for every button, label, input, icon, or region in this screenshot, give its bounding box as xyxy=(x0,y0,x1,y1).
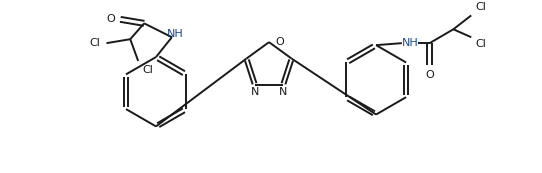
Text: O: O xyxy=(107,14,115,24)
Text: Cl: Cl xyxy=(89,38,100,48)
Text: NH: NH xyxy=(402,38,418,48)
Text: NH: NH xyxy=(166,29,183,39)
Text: O: O xyxy=(275,37,283,47)
Text: N: N xyxy=(251,87,259,97)
Text: Cl: Cl xyxy=(475,39,486,49)
Text: O: O xyxy=(425,70,434,80)
Text: N: N xyxy=(279,87,287,97)
Text: Cl: Cl xyxy=(142,65,153,75)
Text: Cl: Cl xyxy=(475,2,486,12)
